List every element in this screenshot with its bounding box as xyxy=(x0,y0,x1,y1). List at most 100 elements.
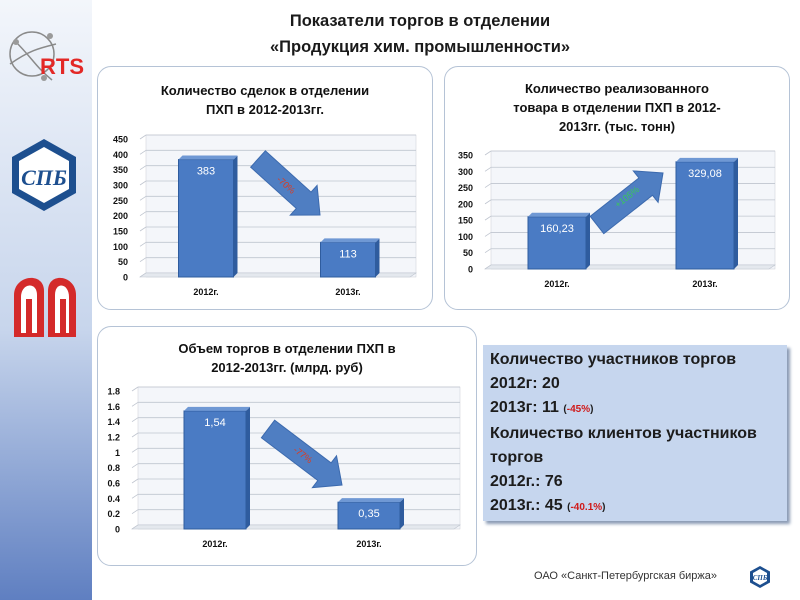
y-tick-label: 0.8 xyxy=(107,463,120,473)
panel-volume: Объем торгов в отделении ПХП в 2012-2013… xyxy=(97,326,477,566)
y-tick-label: 50 xyxy=(463,248,473,258)
bar-top xyxy=(320,238,380,243)
y-tick-label: 0 xyxy=(123,273,128,283)
grid-depth xyxy=(131,402,139,407)
bar-side xyxy=(246,406,250,529)
y-tick-label: 350 xyxy=(458,151,473,161)
x-tick-label: 2012г. xyxy=(202,539,227,549)
plot-floor xyxy=(131,524,461,530)
bar-side xyxy=(233,155,238,277)
y-tick-label: 100 xyxy=(458,232,473,242)
data-label: 113 xyxy=(339,248,357,260)
trend-arrow xyxy=(260,419,343,489)
page-title: Показатели торгов в отделении «Продукция… xyxy=(170,8,670,60)
y-tick-label: 400 xyxy=(113,150,128,160)
paren-close: ) xyxy=(602,502,606,513)
y-tick-label: 200 xyxy=(458,199,473,209)
clients-2012: 2012г.: 76 xyxy=(490,473,563,490)
grid-depth xyxy=(139,242,147,247)
y-tick-label: 250 xyxy=(113,196,128,206)
bar xyxy=(337,501,401,530)
x-tick-label: 2013г. xyxy=(335,287,360,297)
page-title-line1: Показатели торгов в отделении xyxy=(289,12,551,30)
rts-logo: RTS xyxy=(9,31,84,81)
plot-area: 0 50 100 150 200 250 300 350 400 450 383 2012г. 113 2… xyxy=(113,135,417,297)
y-tick-label: 1.4 xyxy=(107,417,120,427)
y-tick-label: 0 xyxy=(115,525,120,535)
chart-volume: 0 0.2 0.4 0.6 0.8 1 1.2 1.4 1.6 1.8 1,54 2012г. 0,35… xyxy=(107,386,461,549)
y-tick-label: 1.2 xyxy=(107,433,120,443)
chart-deals: 0 50 100 150 200 250 300 350 400 450 383 2012г. 113 2… xyxy=(113,135,417,297)
rts-logo-text: RTS xyxy=(40,54,84,79)
footer-logo-text: СПБ xyxy=(753,574,768,582)
y-tick-label: 300 xyxy=(113,181,128,191)
bar-side xyxy=(586,212,590,269)
grid-depth xyxy=(484,199,492,205)
bar-side xyxy=(375,238,380,277)
grid-depth xyxy=(484,166,492,172)
paren-close: ) xyxy=(590,404,594,415)
data-label: 383 xyxy=(197,166,215,178)
chart-title-line: товара в отделении ПХП в 2012- xyxy=(513,100,721,115)
x-tick-label: 2013г. xyxy=(356,539,381,549)
bar-top xyxy=(178,155,238,160)
participants-info: Количество участников торгов 2012г: 20 2… xyxy=(483,345,787,521)
y-tick-label: 0.2 xyxy=(107,509,120,519)
spb-logo: СПБ xyxy=(12,139,76,211)
bar-top xyxy=(338,498,404,503)
sidebar: RTS СПБ xyxy=(0,0,92,600)
paren-open: ( xyxy=(567,502,571,513)
x-tick-label: 2012г. xyxy=(193,287,218,297)
grid-depth xyxy=(131,417,139,422)
y-tick-label: 150 xyxy=(113,227,128,237)
y-tick-label: 0.4 xyxy=(107,494,120,504)
grid-depth xyxy=(139,257,147,262)
chart-goods: 0 50 100 150 200 250 300 350 160,23 2012г. 329,08 2… xyxy=(458,150,776,289)
chart-title-deals: Количество сделок в отделении ПХП в 2012… xyxy=(98,81,432,119)
x-tick-label: 2013г. xyxy=(692,279,717,289)
bar-side xyxy=(734,157,738,269)
y-tick-label: 0.6 xyxy=(107,479,120,489)
chart-title-line: 2013гг. (тыс. тонн) xyxy=(558,119,676,134)
clients-title-2: торгов xyxy=(490,449,544,466)
grid-depth xyxy=(131,448,139,453)
bar-top xyxy=(184,406,250,411)
y-tick-label: 200 xyxy=(113,211,128,221)
y-tick-label: 1.6 xyxy=(107,402,120,412)
grid-depth xyxy=(131,432,139,438)
chart-title-line: Количество сделок в отделении xyxy=(160,83,370,98)
participants-title: Количество участников торгов xyxy=(490,351,737,368)
clients-change: -40.1% xyxy=(570,502,603,513)
grid-depth xyxy=(131,386,139,392)
grid-depth xyxy=(484,215,492,221)
bar xyxy=(320,241,376,278)
y-tick-label: 300 xyxy=(458,167,473,177)
data-label: 0,35 xyxy=(358,508,379,520)
grid-depth xyxy=(484,248,492,254)
grid-depth xyxy=(139,180,147,186)
participants-2013-row: 2013г: 11 (-45%) xyxy=(490,396,787,422)
page-title-line2: «Продукция хим. промышленности» xyxy=(269,38,571,56)
grid-depth xyxy=(139,150,147,155)
participants-change: -45% xyxy=(566,404,591,415)
chart-title-volume: Объем торгов в отделении ПХП в 2012-2013… xyxy=(98,339,476,377)
data-label: 329,08 xyxy=(688,168,722,180)
participants-2012: 2012г: 20 xyxy=(490,375,560,392)
y-tick-label: 1 xyxy=(115,448,120,458)
data-label: 160,23 xyxy=(540,223,574,235)
grid-depth xyxy=(139,165,147,170)
grid-depth xyxy=(139,226,147,232)
grid-depth xyxy=(131,494,139,499)
grid-depth xyxy=(484,150,492,156)
chart-title-goods: Количество реализованного товара в отдел… xyxy=(445,79,789,136)
panel-goods: Количество реализованного товара в отдел… xyxy=(444,66,790,310)
grid-depth xyxy=(131,509,139,514)
y-tick-label: 100 xyxy=(113,242,128,252)
clients-title-1: Количество клиентов участников xyxy=(490,425,757,442)
grid-depth xyxy=(131,463,139,468)
clients-2013: 2013г.: 45 xyxy=(490,497,563,514)
y-tick-label: 350 xyxy=(113,165,128,175)
plot-area: 0 0.2 0.4 0.6 0.8 1 1.2 1.4 1.6 1.8 1,54 2012г. 0,35… xyxy=(107,386,461,549)
y-tick-label: 0 xyxy=(468,265,473,275)
grid-depth xyxy=(139,211,147,216)
